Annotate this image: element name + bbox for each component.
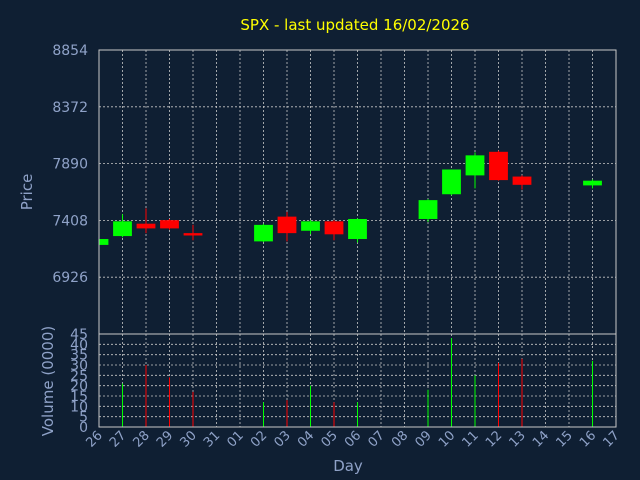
x-tick-label: 12: [483, 428, 505, 450]
x-tick-label: 08: [389, 428, 411, 450]
x-axis-label: Day: [333, 457, 363, 475]
x-tick-label: 29: [154, 428, 176, 450]
x-tick-label: 05: [319, 428, 341, 450]
candle-body: [583, 180, 602, 186]
x-tick-label: 15: [554, 428, 576, 450]
x-tick-label: 30: [178, 428, 200, 450]
x-tick-label: 04: [295, 428, 317, 450]
candle-body: [489, 151, 508, 181]
candle-body: [442, 169, 461, 195]
x-tick-label: 07: [366, 428, 388, 450]
x-tick-label: 31: [201, 428, 223, 450]
candle-body: [99, 239, 109, 245]
volume-tick-label: 35: [70, 348, 88, 364]
price-grid: [98, 49, 617, 334]
volume-tick-label: 5: [79, 410, 88, 426]
x-tick-label: 03: [272, 428, 294, 450]
candle-body: [113, 221, 132, 237]
candles: [98, 150, 602, 246]
x-tick-label: 09: [413, 428, 435, 450]
volume-tick-label: 30: [70, 358, 88, 374]
candle-body: [277, 216, 297, 234]
price-tick-label: 7408: [52, 213, 88, 229]
candle-body: [418, 200, 438, 219]
price-tick-label: 8854: [52, 43, 88, 59]
volume-tick-label: 25: [70, 368, 88, 384]
volume-bars: [122, 338, 593, 427]
price-panel: 8854 8372 7890 7408 6926 Price: [18, 43, 617, 335]
candle-body: [324, 221, 344, 235]
candle-body: [160, 220, 179, 229]
x-tick-label: 17: [601, 428, 623, 450]
price-axis-label: Price: [18, 174, 36, 211]
x-tick-label: 01: [225, 428, 247, 450]
x-tick-label: 13: [507, 428, 529, 450]
volume-axis-label: Volume (0000): [39, 326, 57, 436]
candle-body: [183, 233, 203, 236]
x-tick-label: 16: [577, 428, 599, 450]
x-tick-label: 27: [107, 428, 129, 450]
candle-body: [136, 223, 156, 229]
candle-body: [348, 218, 367, 240]
x-tick-label: 10: [436, 428, 458, 450]
volume-tick-label: 10: [70, 399, 88, 415]
volume-tick-label: 40: [70, 337, 88, 353]
volume-tick-label: 0: [79, 420, 88, 436]
x-tick-label: 11: [460, 428, 482, 450]
price-y-ticks: 8854 8372 7890 7408 6926: [52, 43, 88, 286]
x-tick-label: 28: [131, 428, 153, 450]
volume-frame: [98, 333, 617, 428]
volume-tick-label: 15: [70, 389, 88, 405]
x-tick-label: 02: [248, 428, 270, 450]
chart-title: SPX - last updated 16/02/2026: [240, 16, 469, 34]
x-tick-label: 06: [342, 428, 364, 450]
candle-body: [301, 221, 320, 231]
price-tick-label: 6926: [52, 270, 88, 286]
price-tick-label: 8372: [52, 100, 88, 116]
x-tick-label: 14: [530, 428, 552, 450]
price-tick-label: 7890: [52, 157, 88, 173]
volume-tick-label: 45: [70, 327, 88, 343]
volume-tick-label: 20: [70, 379, 88, 395]
candle-body: [465, 155, 485, 176]
candle-body: [512, 176, 532, 185]
candle-body: [254, 224, 273, 242]
x-ticks: 26 27 28 29 30 31 01 02 03 04 05 06 07 08 09 10 11 12 13 14…: [84, 428, 623, 450]
